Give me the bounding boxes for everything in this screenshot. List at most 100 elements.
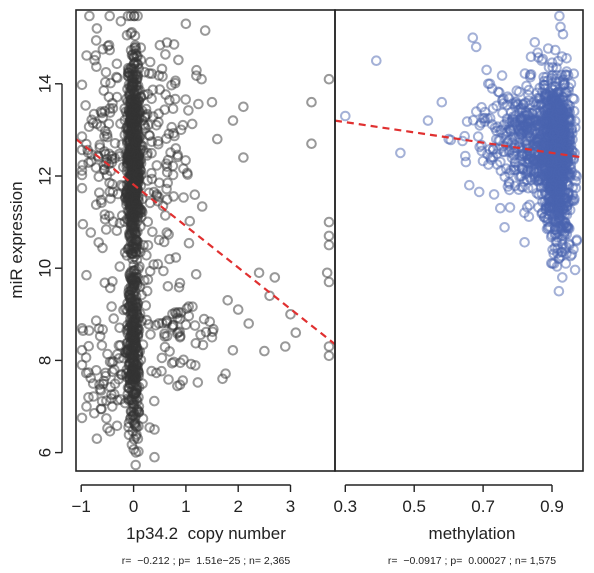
copy-number-data-point: [132, 10, 143, 22]
copy-number-data-point: [178, 354, 189, 366]
copy-number-data-point: [174, 313, 186, 325]
copy-number-data-point: [161, 37, 173, 48]
copy-number-data-point: [169, 77, 181, 89]
copy-number-data-point: [174, 277, 186, 289]
methylation-data-point: [525, 69, 537, 80]
copy-number-data-point: [158, 265, 169, 277]
copy-number-data-point: [106, 301, 117, 312]
copy-number-data-point: [81, 269, 92, 281]
copy-number-x-axis: −1 0 1 2 3: [72, 484, 295, 516]
copy-number-data-point: [104, 210, 115, 222]
copy-number-data-point: [180, 18, 192, 30]
copy-number-data-point: [135, 169, 147, 181]
methylation-data-point: [459, 130, 471, 142]
copy-number-data-point: [180, 94, 191, 105]
copy-number-data-point: [243, 318, 254, 329]
copy-number-data-point: [154, 177, 165, 189]
methylation-data-point: [395, 147, 406, 159]
copy-number-data-point: [170, 252, 182, 263]
methylation-data-point: [559, 150, 571, 162]
copy-number-data-point: [206, 96, 218, 108]
copy-number-stats: r= −0.212 ; p= 1.51e−25 ; n= 2,365: [122, 555, 291, 567]
copy-number-x-tick-label: 1: [181, 497, 190, 516]
copy-number-data-point: [104, 356, 116, 368]
copy-number-data-point: [323, 230, 335, 242]
methylation-data-point: [543, 106, 554, 117]
copy-number-data-point: [76, 182, 88, 194]
copy-number-data-point: [285, 309, 296, 320]
copy-number-data-point: [85, 227, 97, 238]
copy-number-data-point: [142, 216, 154, 228]
copy-number-data-point: [115, 118, 126, 129]
copy-number-data-point: [99, 105, 111, 117]
copy-number-data-point: [232, 304, 244, 315]
copy-number-data-point: [186, 118, 198, 130]
methylation-data-point: [541, 182, 552, 193]
copy-number-data-point: [159, 341, 171, 353]
copy-number-data-point: [207, 326, 218, 338]
methylation-data-point: [552, 226, 563, 237]
copy-number-data-point: [306, 96, 317, 108]
copy-number-data-point: [143, 68, 155, 79]
methylation-data-point: [517, 114, 529, 125]
methylation-x-axis-label: methylation: [429, 524, 516, 543]
copy-number-data-point: [88, 391, 99, 402]
methylation-data-point: [510, 97, 521, 108]
copy-number-data-point: [160, 49, 171, 60]
copy-number-data-point: [198, 313, 210, 325]
methylation-data-point: [470, 41, 482, 53]
copy-number-data-point: [109, 138, 121, 149]
copy-number-data-point: [151, 120, 162, 131]
copy-number-data-point: [122, 70, 134, 82]
methylation-data-point: [564, 204, 576, 216]
copy-number-data-point: [89, 54, 100, 66]
methylation-x-tick-label: 0.5: [402, 497, 426, 516]
copy-number-data-point: [132, 345, 144, 357]
copy-number-data-point: [104, 426, 116, 437]
methylation-data-point: [522, 128, 534, 139]
copy-number-data-point: [105, 193, 116, 204]
methylation-data-point: [542, 89, 553, 100]
right-panel-frame: [334, 9, 584, 472]
copy-number-data-point: [190, 338, 202, 349]
copy-number-data-point: [206, 332, 218, 343]
copy-number-data-point: [196, 201, 208, 212]
copy-number-data-point: [82, 144, 93, 156]
copy-number-data-point: [94, 379, 105, 390]
methylation-data-point: [340, 110, 351, 122]
methylation-data-point: [499, 171, 511, 183]
methylation-data-point: [553, 213, 564, 225]
copy-number-data-point: [153, 138, 164, 150]
methylation-data-point: [546, 257, 557, 269]
methylation-data-point: [461, 116, 473, 127]
copy-number-data-point: [158, 236, 170, 248]
copy-number-data-point: [191, 64, 202, 76]
copy-number-data-point: [98, 85, 110, 96]
copy-number-data-point: [172, 327, 184, 338]
copy-number-data-point: [161, 330, 173, 342]
copy-number-data-point: [323, 350, 335, 362]
copy-number-data-point: [149, 451, 160, 463]
copy-number-data-point: [122, 382, 134, 394]
copy-number-data-point: [100, 157, 112, 169]
copy-number-data-point: [141, 250, 152, 261]
copy-number-data-point: [91, 61, 102, 72]
copy-number-data-point: [137, 413, 149, 424]
copy-number-data-point: [145, 329, 156, 340]
methylation-data-point: [554, 206, 565, 218]
copy-number-data-point: [126, 368, 137, 379]
copy-number-data-point: [127, 366, 138, 378]
methylation-data-point: [560, 258, 572, 269]
copy-number-data-point: [104, 10, 115, 22]
methylation-data-point: [554, 180, 566, 191]
copy-number-data-point: [160, 89, 171, 100]
copy-number-data-point: [178, 163, 189, 174]
copy-number-data-point: [180, 319, 192, 331]
copy-number-data-point: [128, 281, 139, 293]
methylation-data-point: [509, 180, 521, 192]
methylation-data-point: [529, 37, 541, 48]
copy-number-data-point: [126, 248, 137, 260]
methylation-data-point: [504, 202, 516, 213]
copy-number-data-point: [77, 159, 88, 171]
